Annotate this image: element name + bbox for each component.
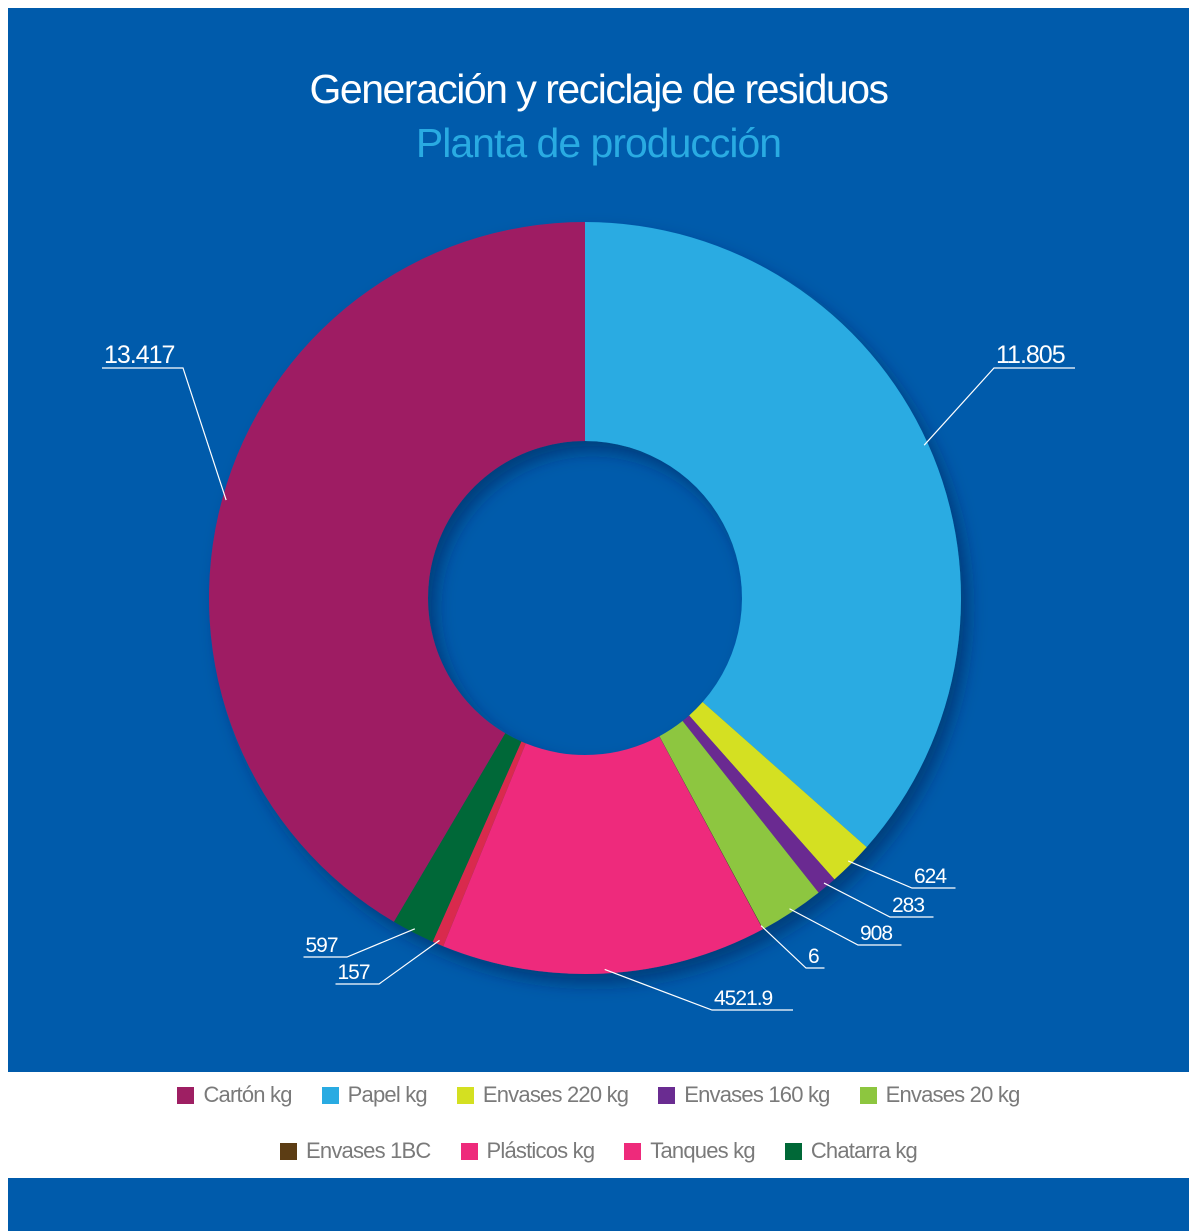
leader-line xyxy=(604,968,793,1011)
legend-swatch xyxy=(280,1142,298,1160)
legend-swatch xyxy=(456,1086,474,1104)
legend-item: Cartón kg xyxy=(177,1082,292,1108)
leader-line xyxy=(823,882,934,918)
slice-carton-kg xyxy=(209,222,585,922)
legend-label: Plásticos kg xyxy=(486,1138,596,1163)
legend-item: Envases 20 kg xyxy=(859,1082,1021,1108)
data-label: 4521.9 xyxy=(714,987,773,1010)
legend-swatch xyxy=(859,1086,877,1104)
legend-item: Plásticos kg xyxy=(460,1138,596,1164)
data-label: 597 xyxy=(306,934,338,957)
legend-label: Tanques kg xyxy=(650,1138,755,1163)
legend-item: Papel kg xyxy=(321,1082,428,1108)
legend-label: Envases 220 kg xyxy=(482,1082,629,1107)
slice-papel-kg xyxy=(585,222,961,848)
slice-chatarra-kg xyxy=(393,733,522,942)
leader-line xyxy=(335,939,440,985)
leader-line xyxy=(760,925,825,969)
legend-label: Envases 160 kg xyxy=(684,1082,830,1107)
slice-envases-160-kg xyxy=(682,715,835,893)
legend-item: Envases 220 kg xyxy=(456,1082,629,1108)
slice-plasticos-kg xyxy=(443,736,763,975)
legend-swatch xyxy=(177,1086,195,1104)
data-label: 624 xyxy=(914,865,947,888)
legend-swatch xyxy=(321,1086,339,1104)
legend-item: Envases 160 kg xyxy=(658,1082,830,1108)
leader-line xyxy=(923,367,1075,446)
legend-label: Envases 1BC xyxy=(306,1138,431,1163)
footer-bar xyxy=(8,1178,1189,1231)
legend-item: Tanques kg xyxy=(624,1138,756,1164)
leader-line xyxy=(303,928,416,958)
legend-item: Envases 1BC xyxy=(280,1138,431,1164)
chart-subtitle: Planta de producción xyxy=(415,120,782,166)
legend-label: Papel kg xyxy=(347,1082,428,1107)
legend-label: Cartón kg xyxy=(203,1082,292,1107)
legend: Cartón kg Papel kg Envases 220 kg Envases 1… xyxy=(0,1080,1197,1110)
data-label: 283 xyxy=(892,894,924,917)
legend-label: Envases 20 kg xyxy=(885,1082,1021,1107)
chart-title: Generación y reciclaje de residuos xyxy=(309,66,890,112)
slice-envases-20-kg xyxy=(659,721,819,930)
slice-tanques-kg xyxy=(432,741,526,947)
slice-envases-1bc xyxy=(659,736,764,930)
legend: Envases 1BC Plásticos kg Tanques kg Chatarr… xyxy=(0,1136,1197,1166)
legend-item: Chatarra kg xyxy=(784,1138,918,1164)
legend-swatch xyxy=(624,1142,642,1160)
legend-swatch xyxy=(658,1086,676,1104)
leader-line xyxy=(789,908,902,946)
data-label: 157 xyxy=(338,961,370,984)
legend-swatch xyxy=(784,1142,802,1160)
legend-label: Chatarra kg xyxy=(810,1138,918,1163)
slice-envases-220-kg xyxy=(689,702,867,880)
data-label: 11.805 xyxy=(996,341,1065,369)
data-label: 908 xyxy=(860,922,892,945)
data-label: 13.417 xyxy=(104,341,175,369)
leader-line xyxy=(102,367,227,501)
legend-swatch xyxy=(460,1142,478,1160)
leader-line xyxy=(847,860,956,889)
data-label: 6 xyxy=(808,945,819,968)
